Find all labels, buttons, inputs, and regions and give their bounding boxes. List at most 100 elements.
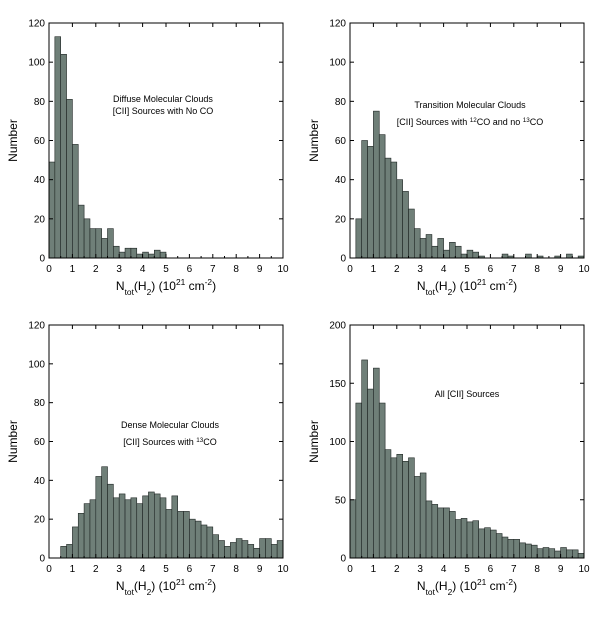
- histogram-bar: [136, 253, 143, 259]
- y-tick-label: 20: [34, 515, 46, 526]
- histogram-bar: [235, 538, 243, 559]
- x-tick-label: 2: [394, 564, 400, 575]
- text-part: tot: [125, 587, 135, 597]
- histogram-bar: [525, 253, 532, 259]
- x-tick-label: 4: [441, 564, 447, 575]
- histogram-bar: [72, 526, 79, 559]
- histogram-bar: [124, 499, 132, 559]
- x-tick-label: 10: [277, 264, 289, 275]
- histogram-bar: [355, 218, 363, 259]
- text-part: 21: [477, 577, 487, 587]
- y-tick-label: 120: [28, 321, 45, 332]
- histogram-bar: [253, 547, 260, 559]
- x-tick-label: 10: [277, 564, 289, 575]
- text-part: 13: [196, 437, 204, 444]
- x-tick-label: 0: [46, 264, 52, 275]
- x-tick-label: 6: [488, 264, 494, 275]
- y-tick-label: 60: [335, 136, 347, 147]
- histogram-bar: [189, 518, 196, 559]
- histogram-bar: [142, 495, 149, 559]
- y-tick-label: 20: [34, 214, 46, 225]
- histogram-bar: [107, 483, 114, 559]
- histogram-bar: [408, 457, 415, 559]
- histogram-bar: [396, 179, 403, 259]
- x-tick-label: 0: [46, 564, 52, 575]
- y-tick-label: 100: [28, 58, 45, 69]
- histogram-bar: [566, 549, 573, 559]
- histogram-bar: [230, 542, 237, 559]
- y-tick-label: 0: [39, 554, 45, 565]
- histogram-bar: [66, 99, 73, 259]
- histogram-bar: [89, 499, 97, 559]
- y-tick-label: 120: [28, 19, 45, 30]
- histogram-bar: [259, 538, 266, 559]
- histogram-bar: [402, 191, 409, 259]
- chart-annotation: Transition Molecular Clouds: [414, 100, 526, 110]
- histogram-bar: [361, 359, 368, 559]
- x-tick-label: 9: [558, 264, 564, 275]
- histogram-bar: [460, 253, 468, 259]
- histogram-bar: [224, 546, 231, 559]
- text-part: ): [513, 579, 517, 593]
- chart-annotation: [CII] Sources with No CO: [113, 106, 214, 116]
- x-tick-label: 7: [511, 564, 517, 575]
- histogram-bar: [349, 499, 357, 559]
- histogram-bar: [384, 449, 392, 559]
- histogram-bar: [460, 518, 468, 559]
- histogram-bar: [554, 550, 561, 559]
- histogram-bar: [89, 228, 97, 259]
- histogram-bar: [177, 511, 184, 559]
- text-part: (H: [435, 579, 448, 593]
- y-tick-label: 0: [340, 554, 346, 565]
- text-part: 21: [477, 277, 487, 287]
- chart-panel: 0 1 2 3 4 5 6 7 8 9 10020406080100120NumberNtot(H2…: [6, 19, 289, 298]
- y-tick-label: 0: [39, 254, 45, 265]
- histogram-bar: [72, 144, 79, 259]
- histogram-bar: [507, 539, 515, 559]
- histogram-bar: [183, 511, 190, 559]
- histogram-bar: [577, 553, 585, 559]
- text-part: N: [417, 579, 426, 593]
- y-tick-label: 120: [329, 19, 346, 30]
- histogram-bar: [136, 503, 143, 559]
- histogram-bar: [396, 454, 403, 559]
- x-tick-label: 4: [441, 264, 447, 275]
- y-tick-label: 80: [34, 97, 46, 108]
- x-axis-title: Ntot(H2) (1021 cm-2): [116, 577, 216, 597]
- histogram-bar: [490, 529, 497, 559]
- x-tick-label: 5: [464, 264, 470, 275]
- text-part: ) (10: [151, 279, 176, 293]
- histogram-bar: [148, 253, 155, 259]
- text-part: Transition Molecular Clouds: [414, 100, 526, 110]
- y-tick-label: 150: [329, 379, 346, 390]
- chart-annotation: [CII] Sources with 12CO and no 13CO: [397, 117, 544, 128]
- histogram-bar: [373, 110, 380, 259]
- x-tick-label: 3: [417, 264, 423, 275]
- histogram-bar: [525, 543, 532, 559]
- histogram-bar: [373, 367, 380, 559]
- text-part: tot: [426, 587, 436, 597]
- y-tick-label: 60: [34, 136, 46, 147]
- histogram-bar: [501, 536, 509, 559]
- x-axis-title: Ntot(H2) (1021 cm-2): [417, 577, 517, 597]
- histogram-bar: [113, 497, 120, 559]
- x-tick-label: 8: [534, 264, 540, 275]
- text-part: 21: [176, 277, 186, 287]
- histogram-bar: [437, 238, 444, 259]
- x-tick-label: 8: [534, 564, 540, 575]
- histogram-bar: [247, 544, 255, 559]
- histogram-bar: [519, 542, 526, 559]
- histogram-bar: [276, 540, 284, 559]
- x-tick-label: 1: [70, 264, 76, 275]
- histogram-bar: [431, 245, 439, 259]
- histogram-bar: [159, 497, 167, 559]
- x-tick-label: 9: [257, 264, 263, 275]
- histogram-bar: [200, 524, 208, 559]
- histogram-bar: [355, 402, 363, 559]
- histogram-bar: [571, 549, 579, 559]
- histogram-bar: [107, 228, 114, 259]
- histogram-bar: [437, 507, 444, 559]
- histogram-bar: [60, 54, 67, 259]
- histogram-bar: [124, 247, 132, 259]
